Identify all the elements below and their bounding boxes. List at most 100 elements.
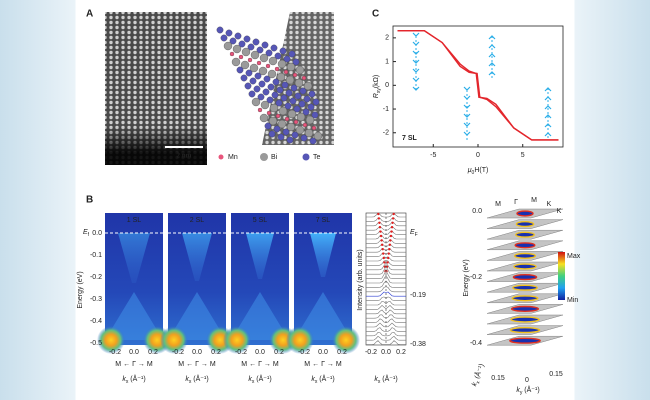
spin-arrow-head [463,113,471,118]
atom-te [248,90,256,98]
stack-map [513,263,537,270]
atom-te [220,34,228,42]
edc-peak [380,243,384,246]
spin-arrow-head [544,96,552,101]
x-tick-label: 0.0 [129,349,139,356]
k-point: Γ [321,361,325,368]
stack-map [509,327,541,334]
k-point: Γ [195,361,199,368]
stack-map [509,337,541,344]
spin-arrow-head [412,59,420,64]
atom-te [262,88,270,96]
atom-mn [311,125,317,131]
legend-label: Bi [271,154,278,161]
panel-title: 1 SL [127,217,142,224]
spin-arrow-head [544,132,552,137]
edc-peak [378,226,382,229]
atom-te [266,96,274,104]
atom-te [216,26,224,34]
spin-arrow-head [544,105,552,110]
spin-arrow-head [488,53,496,58]
atom-bi [304,128,314,138]
x-axis-label-unit: (Å⁻¹) [128,374,145,383]
y-tick-label: 0 [385,82,389,89]
edc-peak [388,248,391,251]
x-tick-label: -0.2 [109,349,121,356]
fermi-label: EF [410,229,418,238]
atom-bi [241,47,251,57]
y-axis-label: Intensity (arb. units) [357,249,364,310]
x-axis-label-symbol: k [248,376,252,383]
edc-energy: -0.19 [410,292,426,299]
y-axis-label: Energy (eV) [77,271,84,308]
y-axis-label-symbol: R [373,93,380,98]
x-axis-label-unit: (Å⁻¹) [380,374,397,383]
fermi-label-sub: f [88,232,90,238]
arpes-band [168,292,226,340]
atom-bi [258,66,268,76]
fermi-label-symbol: E [83,229,88,236]
atom-te [234,32,242,40]
atom-te [240,74,248,82]
edc-curve [366,304,406,310]
panel-label: B [86,195,93,206]
fermi-label-symbol: E [410,229,415,236]
atom-bi [251,97,261,107]
spin-arrow-head [412,77,420,82]
arpes-hot [160,326,188,354]
atom-bi [294,78,304,88]
arpes-band [294,292,352,340]
x-axis-label-sub: 0 [472,170,475,176]
atom-bi [277,119,287,129]
x-axis-label-symbol: k [185,376,189,383]
atom-te [293,105,301,113]
atom-te [268,130,276,138]
spin-arrow-head [412,86,420,91]
legend-label: Te [313,154,321,161]
atom-te [275,99,283,107]
ky-label-unit: (Å⁻¹) [522,385,539,394]
atom-bi [250,50,260,60]
stack-map [515,221,535,228]
atom-te [312,98,320,106]
y-tick-label: 2 [385,35,389,42]
panel-title: 7 SL [316,217,331,224]
k-arrow: ← [186,361,193,368]
k-point: Γ [514,199,518,206]
atom-mn [247,57,253,63]
atom-te [280,94,288,102]
edc-peak [390,230,393,233]
atom-bi [295,125,305,135]
annotation: 7 SL [402,135,418,142]
atom-mn [238,54,244,60]
atom-bi [287,109,297,119]
atom-mn [284,116,290,122]
atom-bi [268,56,278,66]
arpes-cone [182,233,212,281]
atom-mn [293,119,299,125]
x-tick-label: 0.2 [148,349,158,356]
edc-peak [380,239,383,242]
x-tick-label: 0.2 [274,349,284,356]
x-tick-label: 0 [476,152,480,159]
edc-curve [366,280,406,288]
kx-label-unit: (Å⁻¹) [471,362,485,381]
atom-bi [285,75,295,85]
edc-curve [366,243,406,249]
atom-mn [275,113,281,119]
legend-label: Mn [228,154,238,161]
atom-te [271,91,279,99]
fermi-label: Ef [83,229,90,238]
atom-te [286,136,294,144]
edc-peak [379,234,383,238]
spin-arrow-head [488,44,496,49]
atom-bi [259,113,269,123]
kx-label: kx (Å⁻¹) [469,362,488,388]
atom-te [311,111,319,119]
k-point: M [178,361,184,368]
spin-arrow-head [463,104,471,109]
atom-bi [269,103,279,113]
atom-te [299,87,307,95]
spin-arrow-head [488,35,496,40]
k-point: M [495,201,501,208]
